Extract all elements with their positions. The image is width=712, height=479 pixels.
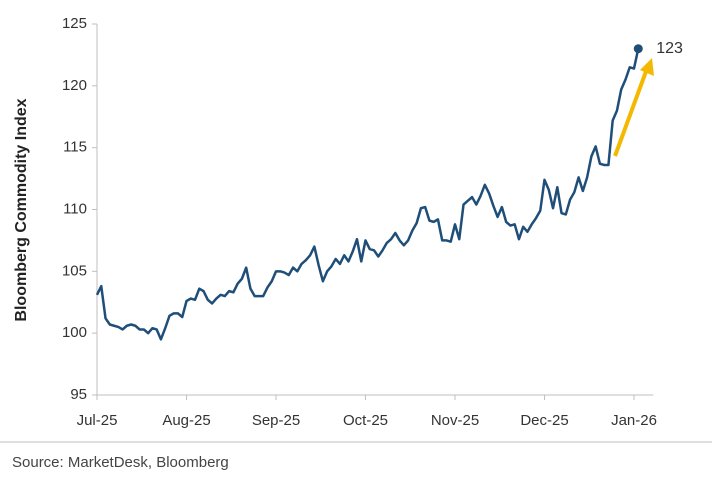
x-tick-label: Oct-25 [343,412,388,429]
x-tick-label: Nov-25 [431,412,479,429]
y-tick-label: 100 [62,324,87,341]
trend-arrow-head [640,58,654,76]
end-value-label: 123 [656,40,683,57]
x-tick-label: Aug-25 [162,412,210,429]
x-tick-label: Jan-26 [611,412,657,429]
y-tick-label: 125 [62,15,87,32]
source: Source: MarketDesk, Bloomberg [12,454,229,471]
y-axis-label: Bloomberg Commodity Index [13,98,30,321]
y-tick-label: 120 [62,77,87,94]
x-tick-label: Sep-25 [252,412,300,429]
series-line [95,48,640,341]
trend-arrow [613,65,650,157]
y-tick-label: 95 [70,386,87,403]
x-tick-label: Jul-25 [77,412,118,429]
y-tick-label: 110 [63,200,87,217]
y-tick-label: 105 [62,262,87,279]
x-tick-label: Dec-25 [520,412,568,429]
y-tick-label: 115 [63,139,87,156]
end-marker [633,44,643,54]
